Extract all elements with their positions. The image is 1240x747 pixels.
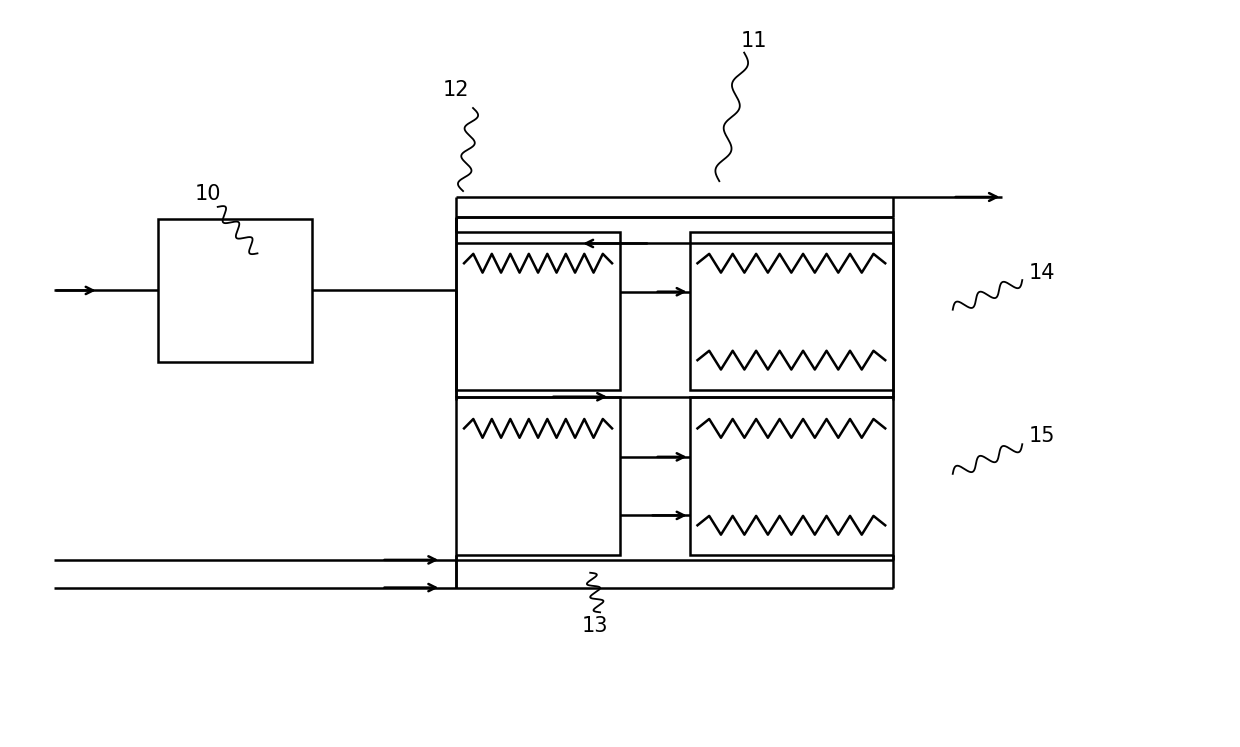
Bar [159, 219, 312, 362]
Text: 13: 13 [582, 616, 609, 636]
Text: 11: 11 [740, 31, 768, 51]
Text: 10: 10 [195, 184, 221, 204]
Bar [689, 397, 893, 555]
Text: 14: 14 [1029, 263, 1055, 283]
Bar [456, 232, 620, 390]
Bar [456, 397, 620, 555]
Bar [689, 232, 893, 390]
Text: 15: 15 [1029, 427, 1055, 446]
Text: 12: 12 [443, 80, 470, 100]
